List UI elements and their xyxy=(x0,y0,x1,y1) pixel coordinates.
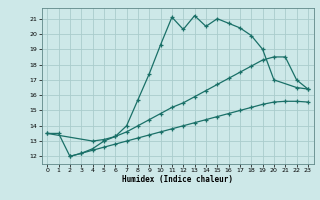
X-axis label: Humidex (Indice chaleur): Humidex (Indice chaleur) xyxy=(122,175,233,184)
